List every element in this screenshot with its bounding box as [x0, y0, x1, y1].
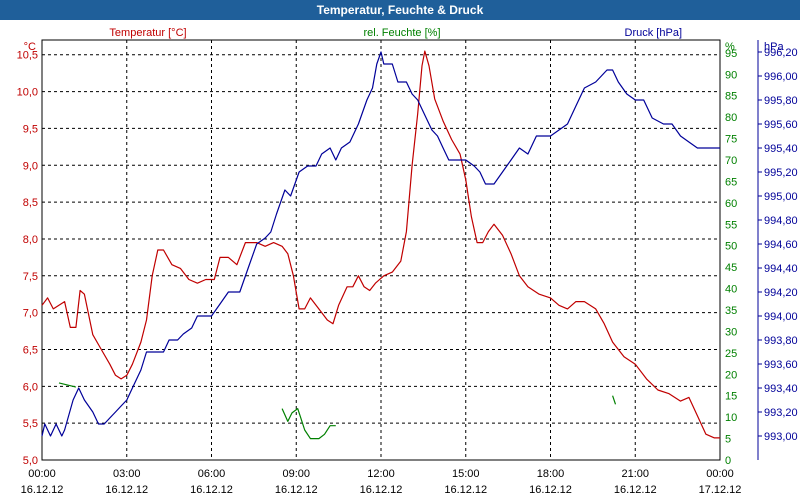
temperature-unit-label: °C [24, 41, 36, 53]
y-left-tick-label: 10,5 [17, 50, 38, 62]
y-left-tick-label: 6,5 [23, 344, 38, 356]
y-mid-tick-label: 0 [725, 455, 731, 467]
y-mid-tick-label: 30 [725, 326, 737, 338]
y-right-tick-label: 993,40 [764, 383, 798, 395]
x-tick-time: 15:00 [452, 468, 480, 480]
y-right-tick-label: 994,40 [764, 263, 798, 275]
y-left-tick-label: 10,0 [17, 87, 38, 99]
y-right-tick-label: 994,00 [764, 311, 798, 323]
y-right-tick-label: 993,00 [764, 431, 798, 443]
series-line-humidity [58, 382, 77, 388]
y-mid-tick-label: 10 [725, 412, 737, 424]
y-mid-tick-label: 50 [725, 241, 737, 253]
x-tick-date: 16.12.12 [190, 484, 233, 496]
legend-humidity: rel. Feuchte [%] [363, 27, 440, 39]
chart-canvas: 00:00 16.12.12 03:00 16.12.12 06:00 16.12.12 0… [17, 27, 798, 496]
x-tick-date: 17.12.12 [699, 484, 742, 496]
y-right-tick-label: 995,60 [764, 119, 798, 131]
y-right-tick-label: 994,20 [764, 287, 798, 299]
x-tick-date: 16.12.12 [529, 484, 572, 496]
series-line-humidity [612, 395, 617, 405]
legend-temperature: Temperatur [°C] [109, 27, 186, 39]
y-mid-tick-label: 25 [725, 348, 737, 360]
y-right-tick-label: 996,20 [764, 47, 798, 59]
y-mid-tick-label: 75 [725, 134, 737, 146]
y-mid-tick-label: 15 [725, 391, 737, 403]
y-right-tick-label: 994,80 [764, 215, 798, 227]
x-tick-date: 16.12.12 [105, 484, 148, 496]
humidity-unit-label: % [725, 41, 735, 53]
y-left-tick-label: 7,5 [23, 271, 38, 283]
y-right-tick-label: 995,40 [764, 143, 798, 155]
y-mid-tick-label: 70 [725, 155, 737, 167]
y-left-tick-label: 5,0 [23, 455, 38, 467]
x-tick-date: 16.12.12 [21, 484, 64, 496]
y-mid-tick-label: 20 [725, 369, 737, 381]
y-right-tick-label: 993,80 [764, 335, 798, 347]
x-tick-date: 16.12.12 [360, 484, 403, 496]
y-mid-tick-label: 55 [725, 219, 737, 231]
x-tick-date: 16.12.12 [275, 484, 318, 496]
x-tick-date: 16.12.12 [444, 484, 487, 496]
pressure-unit-label: hPa [764, 41, 784, 53]
series-line-pressure [41, 51, 720, 437]
y-left-tick-label: 5,5 [23, 418, 38, 430]
legend-pressure: Druck [hPa] [625, 27, 682, 39]
x-tick-time: 03:00 [113, 468, 141, 480]
y-left-tick-label: 6,0 [23, 381, 38, 393]
x-tick-time: 18:00 [537, 468, 565, 480]
y-right-tick-label: 994,60 [764, 239, 798, 251]
y-mid-tick-label: 65 [725, 176, 737, 188]
x-tick-time: 00:00 [28, 468, 56, 480]
x-tick-time: 00:00 [706, 468, 734, 480]
y-right-tick-label: 995,80 [764, 95, 798, 107]
y-left-tick-label: 8,5 [23, 197, 38, 209]
series-line-temperature [41, 50, 720, 439]
y-mid-tick-label: 95 [725, 48, 737, 60]
y-mid-tick-label: 80 [725, 112, 737, 124]
y-right-tick-label: 996,00 [764, 71, 798, 83]
y-mid-tick-label: 5 [725, 434, 731, 446]
y-right-tick-label: 995,20 [764, 167, 798, 179]
y-left-tick-label: 9,0 [23, 160, 38, 172]
y-mid-tick-label: 45 [725, 262, 737, 274]
y-left-tick-label: 7,0 [23, 308, 38, 320]
y-left-tick-label: 9,5 [23, 123, 38, 135]
x-tick-time: 06:00 [198, 468, 226, 480]
y-mid-tick-label: 40 [725, 284, 737, 296]
y-left-tick-label: 8,0 [23, 234, 38, 246]
y-mid-tick-label: 35 [725, 305, 737, 317]
y-mid-tick-label: 90 [725, 69, 737, 81]
y-right-tick-label: 993,60 [764, 359, 798, 371]
y-right-tick-label: 993,20 [764, 407, 798, 419]
x-tick-time: 09:00 [282, 468, 310, 480]
chart-title: Temperatur, Feuchte & Druck [0, 0, 800, 20]
x-tick-time: 21:00 [621, 468, 649, 480]
y-mid-tick-label: 60 [725, 198, 737, 210]
series-line-humidity [281, 408, 336, 440]
x-tick-date: 16.12.12 [614, 484, 657, 496]
y-right-tick-label: 995,00 [764, 191, 798, 203]
x-tick-time: 12:00 [367, 468, 395, 480]
y-mid-tick-label: 85 [725, 91, 737, 103]
